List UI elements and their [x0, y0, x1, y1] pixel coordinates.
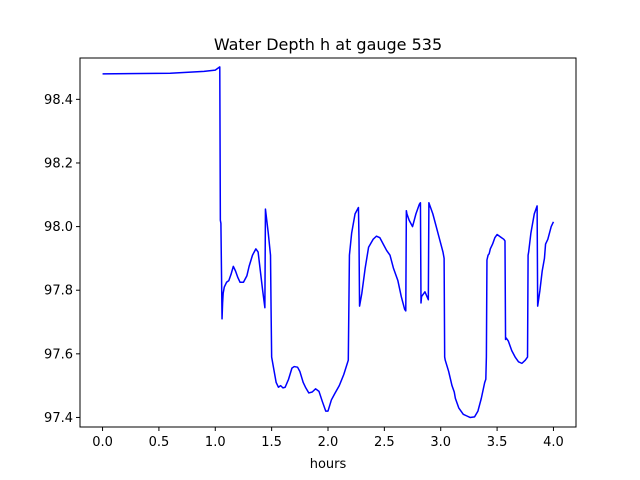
y-tick-label: 98.0: [44, 220, 73, 235]
y-tick-label: 98.2: [44, 156, 73, 171]
y-axis-ticks: 97.4 97.6 97.8 98.0 98.2 98.4: [44, 93, 80, 426]
x-tick-label: 2.5: [374, 435, 395, 450]
y-tick-label: 98.4: [44, 93, 73, 108]
x-tick-label: 0.5: [149, 435, 170, 450]
x-tick-label: 3.0: [430, 435, 451, 450]
x-axis-ticks: 0.0 0.5 1.0 1.5 2.0 2.5 3.0 3.5 4.0: [92, 427, 564, 450]
y-tick-label: 97.6: [44, 347, 73, 362]
series-line-0: [102, 66, 555, 419]
y-tick-label: 97.8: [44, 284, 73, 299]
chart-title: Water Depth h at gauge 535: [214, 35, 442, 54]
x-tick-label: 2.0: [318, 435, 339, 450]
x-tick-label: 4.0: [543, 435, 564, 450]
series-layer: [102, 66, 555, 419]
x-tick-label: 1.5: [261, 435, 282, 450]
x-axis-label: hours: [310, 457, 347, 472]
y-tick-label: 97.4: [44, 411, 73, 426]
x-tick-label: 0.0: [92, 435, 113, 450]
x-tick-label: 3.5: [487, 435, 508, 450]
x-tick-label: 1.0: [205, 435, 226, 450]
